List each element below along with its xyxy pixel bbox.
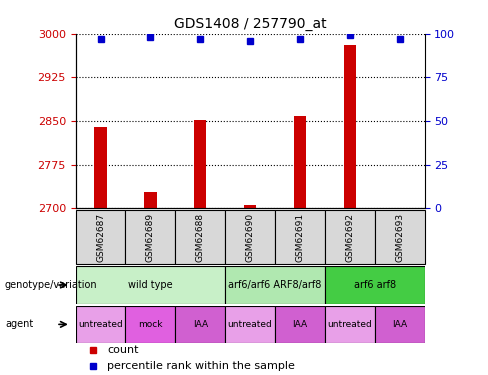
Bar bbox=[175, 210, 225, 264]
Text: GSM62688: GSM62688 bbox=[196, 213, 205, 262]
Bar bbox=[375, 306, 425, 343]
Text: untreated: untreated bbox=[228, 320, 272, 329]
Bar bbox=[94, 127, 107, 208]
Text: arf6 arf8: arf6 arf8 bbox=[354, 280, 396, 290]
Bar bbox=[294, 116, 306, 208]
Bar bbox=[325, 266, 425, 304]
Bar bbox=[76, 306, 125, 343]
Bar bbox=[144, 192, 157, 208]
Bar bbox=[225, 306, 275, 343]
Bar bbox=[76, 266, 225, 304]
Bar bbox=[175, 306, 225, 343]
Text: untreated: untreated bbox=[327, 320, 372, 329]
Bar bbox=[125, 210, 175, 264]
Bar bbox=[125, 306, 175, 343]
Text: GSM62690: GSM62690 bbox=[245, 213, 255, 262]
Text: IAA: IAA bbox=[292, 320, 307, 329]
Bar bbox=[76, 210, 125, 264]
Text: arf6/arf6 ARF8/arf8: arf6/arf6 ARF8/arf8 bbox=[228, 280, 322, 290]
Bar bbox=[275, 210, 325, 264]
Text: GSM62691: GSM62691 bbox=[295, 213, 305, 262]
Text: agent: agent bbox=[5, 320, 33, 329]
Text: IAA: IAA bbox=[193, 320, 208, 329]
Text: GSM62687: GSM62687 bbox=[96, 213, 105, 262]
Bar bbox=[325, 210, 375, 264]
Text: untreated: untreated bbox=[78, 320, 123, 329]
Text: IAA: IAA bbox=[392, 320, 407, 329]
Text: GSM62693: GSM62693 bbox=[395, 213, 404, 262]
Title: GDS1408 / 257790_at: GDS1408 / 257790_at bbox=[174, 17, 326, 32]
Text: GSM62692: GSM62692 bbox=[346, 213, 354, 262]
Text: GSM62689: GSM62689 bbox=[146, 213, 155, 262]
Bar bbox=[375, 210, 425, 264]
Bar bbox=[225, 210, 275, 264]
Bar bbox=[244, 205, 256, 208]
Bar bbox=[344, 45, 356, 208]
Text: count: count bbox=[107, 345, 139, 355]
Bar bbox=[225, 266, 325, 304]
Bar bbox=[275, 306, 325, 343]
Text: mock: mock bbox=[138, 320, 163, 329]
Text: genotype/variation: genotype/variation bbox=[5, 280, 98, 290]
Text: percentile rank within the sample: percentile rank within the sample bbox=[107, 361, 295, 370]
Bar bbox=[194, 120, 206, 208]
Text: wild type: wild type bbox=[128, 280, 173, 290]
Bar bbox=[393, 207, 406, 208]
Bar bbox=[325, 306, 375, 343]
